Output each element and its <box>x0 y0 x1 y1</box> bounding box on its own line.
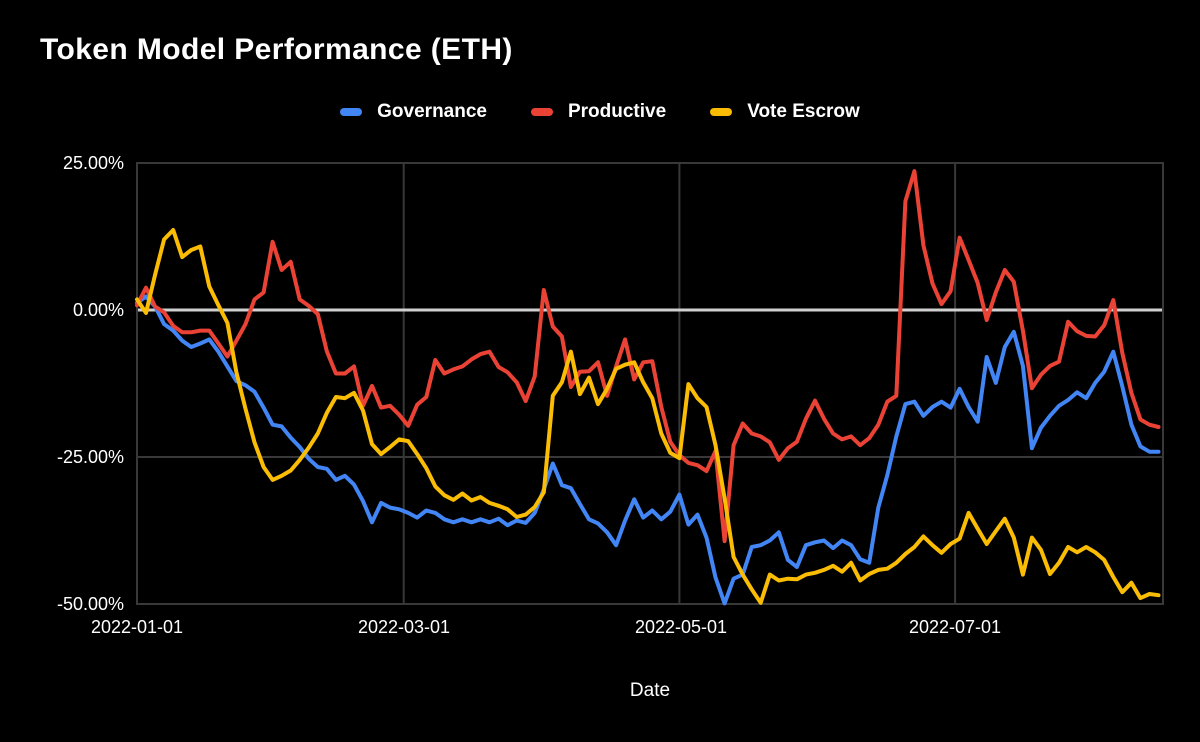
governance-swatch-icon <box>340 108 363 116</box>
y-tick-label-0: 0.00% <box>72 300 124 320</box>
legend: Governance Productive Vote Escrow <box>0 101 1200 123</box>
chart-title: Token Model Performance (ETH) <box>40 33 513 66</box>
y-tick-label-25: 25.00% <box>62 153 124 173</box>
legend-item-productive[interactable]: Productive <box>530 101 667 123</box>
legend-label-governance: Governance <box>377 101 487 122</box>
productive-swatch-icon <box>530 108 553 116</box>
x-tick-label-jan: 2022-01-01 <box>90 617 184 637</box>
x-tick-label-jul: 2022-07-01 <box>908 617 1002 637</box>
legend-label-vote-escrow: Vote Escrow <box>747 101 860 122</box>
x-axis-title: Date <box>629 680 671 701</box>
vote-escrow-swatch-icon <box>710 108 733 116</box>
chart-plot-area[interactable] <box>135 162 1164 606</box>
x-tick-label-mar: 2022-03-01 <box>357 617 451 637</box>
y-tick-label-neg25: -25.00% <box>56 447 124 467</box>
x-tick-label-may: 2022-05-01 <box>634 617 728 637</box>
y-tick-label-neg50: -50.00% <box>56 594 124 614</box>
legend-item-governance[interactable]: Governance <box>340 101 487 123</box>
legend-item-vote-escrow[interactable]: Vote Escrow <box>710 101 860 123</box>
legend-label-productive: Productive <box>567 101 667 122</box>
